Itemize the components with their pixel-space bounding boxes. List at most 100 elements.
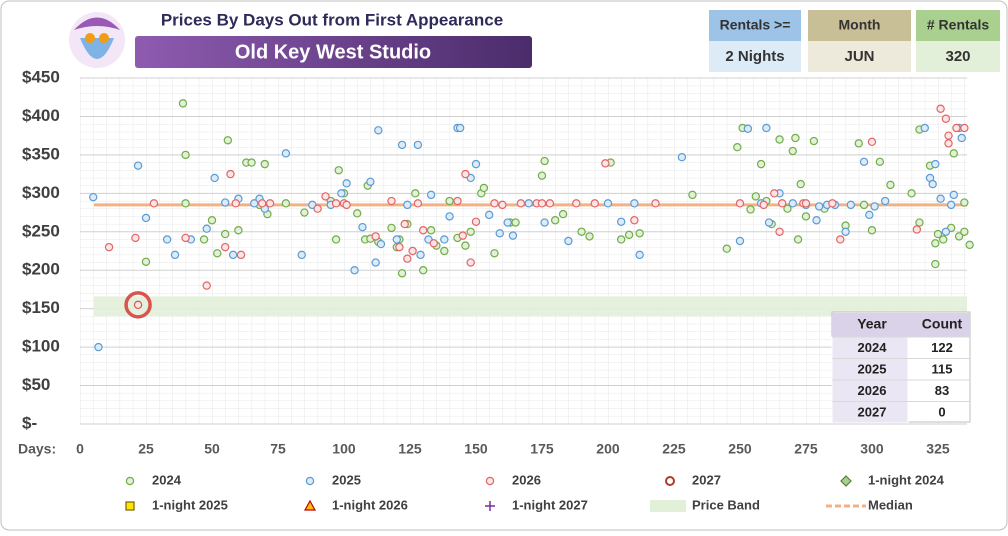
y-tick-label: $250	[22, 221, 60, 240]
point	[537, 171, 547, 180]
point	[931, 259, 940, 269]
title: Prices By Days Out from First Appearance	[161, 10, 503, 29]
point	[352, 209, 362, 218]
table-cell: 0	[938, 405, 945, 420]
point	[199, 235, 209, 244]
point	[630, 199, 639, 208]
point	[941, 114, 951, 123]
point	[875, 157, 885, 167]
legend-label: 1-night 2027	[512, 497, 588, 512]
point	[793, 235, 803, 244]
point	[759, 200, 768, 210]
point	[946, 200, 956, 210]
table-cell: 115	[932, 362, 953, 377]
point	[912, 225, 922, 234]
legend-label: 2027	[692, 472, 721, 487]
point	[635, 229, 644, 238]
point	[408, 246, 417, 256]
point	[170, 250, 180, 260]
point	[403, 200, 412, 210]
point	[854, 139, 863, 148]
point	[791, 133, 800, 143]
point	[751, 192, 761, 201]
point	[479, 183, 489, 193]
point	[846, 200, 856, 210]
x-tick-label: 0	[76, 441, 84, 457]
legend-swatch	[305, 476, 315, 486]
point	[416, 250, 425, 260]
point	[342, 200, 351, 210]
point	[762, 123, 771, 133]
point	[484, 210, 494, 220]
filter-value: JUN	[844, 48, 874, 65]
point	[867, 137, 877, 147]
table-cell: 2025	[858, 362, 887, 377]
point	[865, 210, 874, 220]
x-tick-label: 300	[860, 441, 884, 457]
point	[220, 229, 230, 239]
filter-label: # Rentals	[927, 17, 989, 33]
point	[429, 239, 438, 248]
table-cell: 83	[935, 383, 949, 398]
x-tick-label: 250	[728, 441, 752, 457]
point	[508, 231, 518, 240]
point	[411, 189, 420, 198]
point	[516, 199, 526, 208]
point	[960, 198, 969, 207]
point	[220, 198, 230, 207]
point	[490, 249, 499, 258]
filter-head	[916, 10, 1000, 41]
table-header: Year	[857, 316, 887, 332]
point	[603, 199, 613, 208]
point	[131, 233, 140, 243]
point	[585, 232, 594, 241]
point	[957, 133, 966, 143]
point	[952, 123, 961, 133]
legend-swatch	[665, 476, 675, 486]
point	[250, 199, 259, 208]
point	[461, 169, 470, 179]
legend-label: 2026	[512, 472, 541, 487]
point	[933, 229, 943, 239]
x-axis-label: Days:	[18, 441, 56, 457]
point	[880, 196, 890, 206]
point	[677, 152, 687, 162]
point	[334, 166, 343, 175]
x-tick-label: 100	[332, 441, 356, 457]
point	[801, 212, 811, 221]
point	[281, 199, 291, 208]
point	[870, 202, 879, 211]
point	[722, 244, 731, 253]
point	[149, 199, 159, 208]
point	[801, 199, 811, 208]
point	[936, 194, 945, 203]
point	[635, 250, 644, 260]
point	[395, 242, 404, 252]
point	[337, 189, 346, 198]
point	[321, 192, 330, 201]
filter-body	[808, 41, 911, 72]
legend-swatch	[485, 501, 495, 511]
banner	[135, 36, 532, 68]
point	[220, 242, 230, 252]
point	[226, 169, 235, 179]
point	[231, 199, 240, 208]
point	[540, 218, 549, 227]
point	[440, 235, 449, 244]
point	[418, 266, 428, 275]
point	[775, 135, 784, 144]
point	[735, 236, 745, 246]
filter-body	[916, 41, 1000, 72]
subtitle: Old Key West Studio	[235, 41, 431, 63]
y-tick-label: $100	[22, 337, 60, 356]
y-tick-label: $300	[22, 183, 60, 202]
point	[376, 239, 386, 249]
filter-head	[808, 10, 911, 41]
point	[788, 146, 797, 156]
legend-swatch	[650, 500, 686, 512]
filter-head	[709, 10, 801, 41]
x-tick-label: 75	[270, 441, 286, 457]
price-band	[94, 296, 967, 317]
point	[181, 150, 190, 160]
